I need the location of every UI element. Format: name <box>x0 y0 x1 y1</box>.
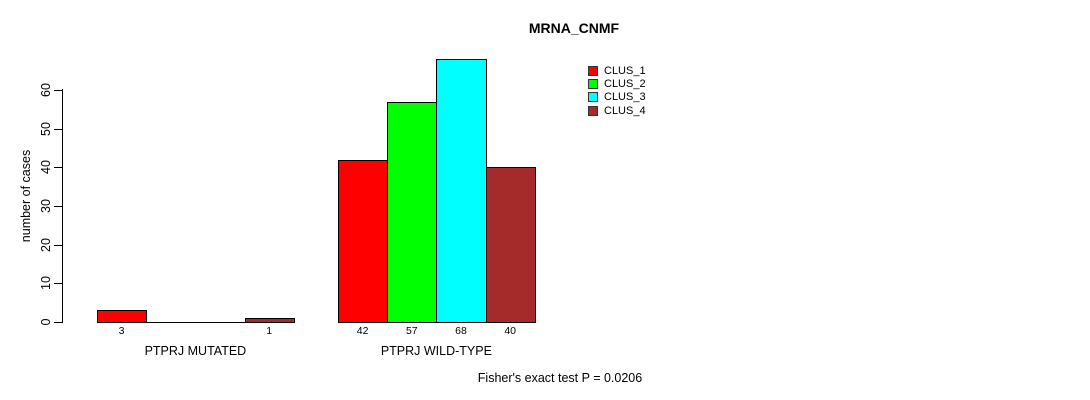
bar-value-label: 1 <box>266 325 273 337</box>
y-tick-label: 10 <box>39 276 53 291</box>
bar-value-label: 57 <box>405 325 418 337</box>
legend-item: CLUS_2 <box>588 77 646 90</box>
y-axis-label: number of cases <box>19 149 33 243</box>
y-tick <box>54 128 62 130</box>
bar-value-label: 40 <box>504 325 517 337</box>
y-tick-label: 20 <box>39 237 53 252</box>
footnote-text: Fisher's exact test P = 0.0206 <box>477 371 643 385</box>
y-tick <box>54 322 62 323</box>
bar <box>146 322 197 323</box>
bar <box>338 160 389 323</box>
legend-label: CLUS_4 <box>604 104 646 117</box>
bar <box>97 310 148 323</box>
x-group-label: PTPRJ MUTATED <box>144 344 247 358</box>
legend: CLUS_1 CLUS_2 CLUS_3 CLUS_4 <box>588 64 646 118</box>
legend-label: CLUS_1 <box>604 64 646 77</box>
bar <box>485 167 536 323</box>
legend-swatch <box>588 79 598 90</box>
x-group-label: PTPRJ WILD-TYPE <box>380 344 492 358</box>
legend-label: CLUS_2 <box>604 78 646 91</box>
bar-value-label: 3 <box>118 325 125 337</box>
y-tick <box>54 167 62 169</box>
legend-label: CLUS_3 <box>604 91 646 104</box>
chart-title: MRNA_CNMF <box>528 20 620 36</box>
y-tick-label: 0 <box>39 318 53 326</box>
legend-swatch <box>588 65 598 76</box>
bar <box>195 322 246 323</box>
y-tick <box>54 283 62 285</box>
y-tick <box>54 206 62 207</box>
legend-item: CLUS_1 <box>588 64 646 77</box>
bar <box>436 59 487 323</box>
legend-item: CLUS_3 <box>588 91 646 104</box>
y-axis-line <box>62 89 63 323</box>
y-tick-label: 50 <box>39 121 53 136</box>
bar-value-label: 42 <box>356 325 369 337</box>
bar <box>244 318 295 323</box>
y-tick <box>54 244 62 246</box>
y-tick <box>54 90 62 91</box>
bar <box>387 102 438 323</box>
legend-item: CLUS_4 <box>588 104 646 117</box>
bar-value-label: 68 <box>455 325 467 337</box>
y-tick-label: 40 <box>39 160 53 175</box>
y-tick-label: 60 <box>39 83 53 97</box>
y-tick-label: 30 <box>39 199 53 213</box>
legend-swatch <box>588 105 598 116</box>
legend-swatch <box>588 92 598 103</box>
